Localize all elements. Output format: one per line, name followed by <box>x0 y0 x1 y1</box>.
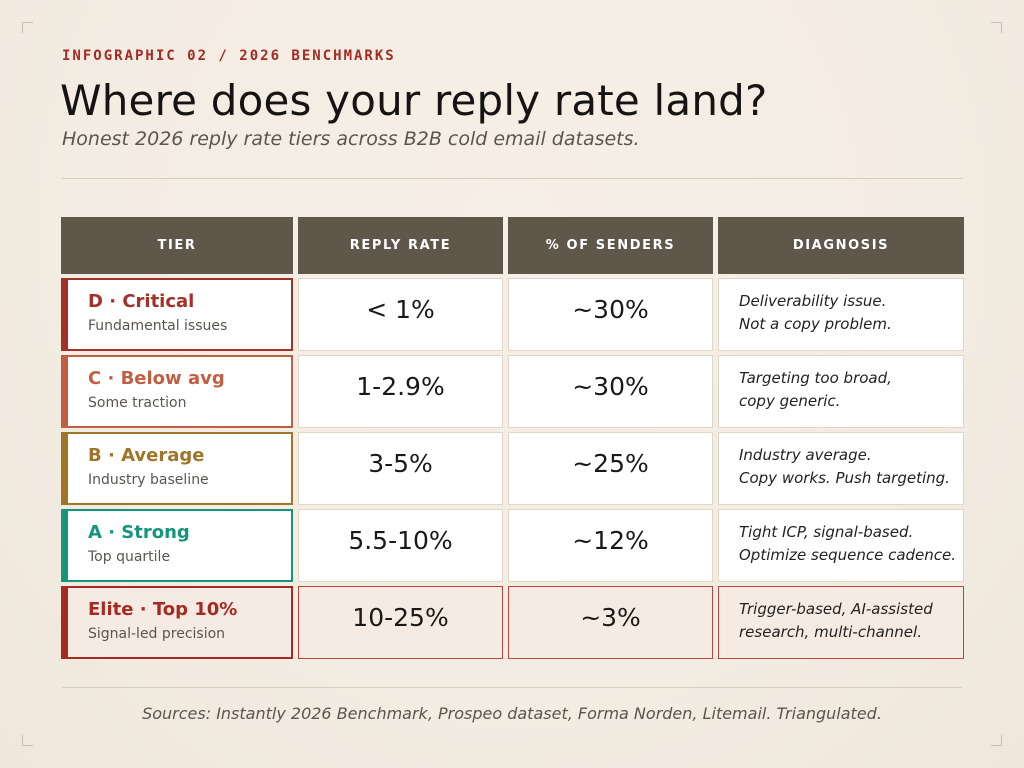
page-title: Where does your reply rate land? <box>60 76 768 125</box>
diagnosis-line-2: Not a copy problem. <box>739 315 892 333</box>
diagnosis-cell: Targeting too broad, copy generic. <box>718 355 964 428</box>
corner-mark-top-left <box>22 22 33 33</box>
diagnosis-line-2: Copy works. Push targeting. <box>739 469 950 487</box>
diagnosis-line-2: research, multi-channel. <box>739 623 922 641</box>
column-header-tier: TIER <box>61 217 293 274</box>
tier-name: Elite · Top 10% <box>88 599 238 620</box>
tier-cell-b: B · Average Industry baseline <box>61 432 293 505</box>
corner-mark-bottom-left <box>22 735 33 746</box>
diagnosis-cell: Tight ICP, signal-based. Optimize sequen… <box>718 509 964 582</box>
reply-rate-cell: 1-2.9% <box>298 355 503 428</box>
tier-description: Fundamental issues <box>88 318 228 334</box>
benchmark-table: TIER REPLY RATE % OF SENDERS DIAGNOSIS D… <box>61 217 964 659</box>
diagnosis-line-2: copy generic. <box>739 392 841 410</box>
tier-cell-c: C · Below avg Some traction <box>61 355 293 428</box>
diagnosis-cell: Industry average. Copy works. Push targe… <box>718 432 964 505</box>
tier-name: A · Strong <box>88 522 190 543</box>
diagnosis-cell: Trigger-based, AI-assisted research, mul… <box>718 586 964 659</box>
diagnosis-line-2: Optimize sequence cadence. <box>739 546 957 564</box>
column-header-senders: % OF SENDERS <box>508 217 713 274</box>
reply-rate-cell: < 1% <box>298 278 503 351</box>
reply-rate-cell: 10-25% <box>298 586 503 659</box>
diagnosis-line-1: Industry average. <box>739 446 872 464</box>
corner-mark-top-right <box>991 22 1002 33</box>
column-header-reply-rate: REPLY RATE <box>298 217 503 274</box>
tier-name: C · Below avg <box>88 368 225 389</box>
senders-cell: ~30% <box>508 278 713 351</box>
page-subtitle: Honest 2026 reply rate tiers across B2B … <box>62 128 640 150</box>
tier-cell-elite: Elite · Top 10% Signal-led precision <box>61 586 293 659</box>
reply-rate-cell: 3-5% <box>298 432 503 505</box>
column-header-diagnosis: DIAGNOSIS <box>718 217 964 274</box>
tier-name: D · Critical <box>88 291 195 312</box>
senders-cell: ~3% <box>508 586 713 659</box>
diagnosis-cell: Deliverability issue. Not a copy problem… <box>718 278 964 351</box>
diagnosis-line-1: Targeting too broad, <box>739 369 892 387</box>
bottom-divider <box>62 687 962 688</box>
senders-cell: ~12% <box>508 509 713 582</box>
diagnosis-line-1: Tight ICP, signal-based. <box>739 523 914 541</box>
tier-cell-a: A · Strong Top quartile <box>61 509 293 582</box>
sources-note: Sources: Instantly 2026 Benchmark, Prosp… <box>142 704 882 723</box>
diagnosis-line-1: Trigger-based, AI-assisted <box>739 600 933 618</box>
senders-cell: ~30% <box>508 355 713 428</box>
tier-description: Some traction <box>88 395 187 411</box>
diagnosis-line-1: Deliverability issue. <box>739 292 887 310</box>
eyebrow-label: INFOGRAPHIC 02 / 2026 BENCHMARKS <box>62 48 396 64</box>
tier-name: B · Average <box>88 445 205 466</box>
top-divider <box>62 178 962 179</box>
reply-rate-cell: 5.5-10% <box>298 509 503 582</box>
senders-cell: ~25% <box>508 432 713 505</box>
tier-cell-d: D · Critical Fundamental issues <box>61 278 293 351</box>
tier-description: Signal-led precision <box>88 626 226 642</box>
tier-description: Industry baseline <box>88 472 209 488</box>
corner-mark-bottom-right <box>991 735 1002 746</box>
tier-description: Top quartile <box>88 549 171 565</box>
